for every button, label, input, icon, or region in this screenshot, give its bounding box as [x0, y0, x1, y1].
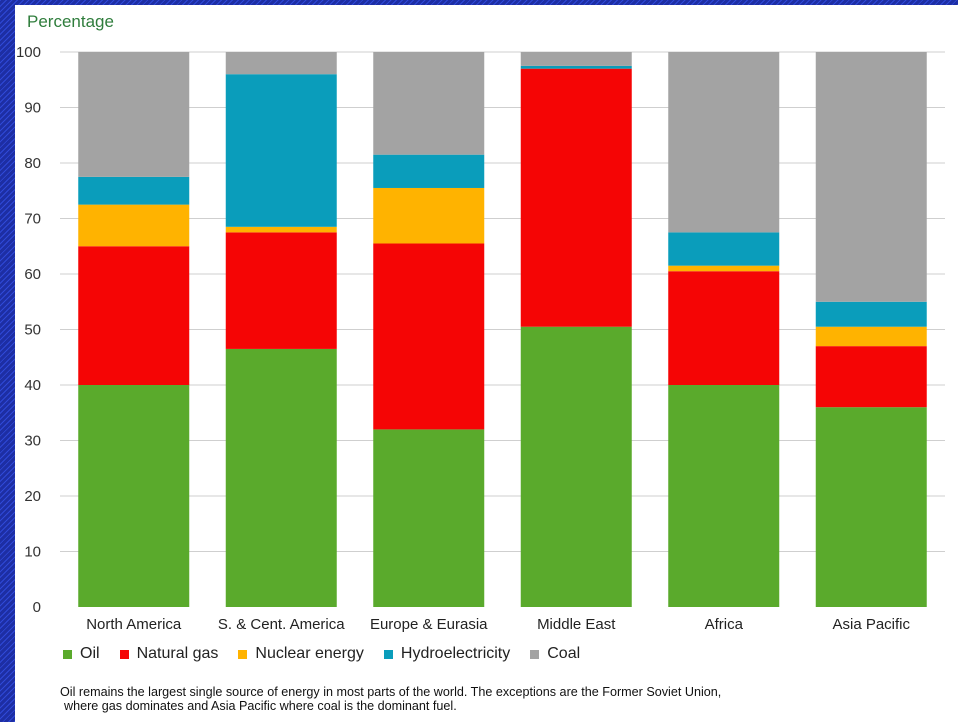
- legend-swatch: [530, 649, 540, 659]
- x-tick-label: Africa: [705, 616, 744, 633]
- bar-segment-natural-gas: [815, 346, 927, 408]
- x-tick-label: Europe & Eurasia: [370, 616, 488, 633]
- y-tick-label: 80: [24, 155, 41, 172]
- legend-label: Natural gas: [136, 645, 219, 662]
- slide: Percentage 0 10 20 30 40 50 60 70 80 90 100 North …: [15, 5, 958, 722]
- y-tick-label: 10: [24, 544, 41, 561]
- bar-segment-oil: [78, 385, 190, 607]
- stacked-bar-chart: 0 10 20 30 40 50 60 70 80 90 100 North America S. &…: [16, 44, 945, 633]
- legend-item: Coal: [530, 645, 580, 663]
- bar-segment-coal: [373, 52, 485, 155]
- legend-item: Oil: [63, 645, 100, 663]
- y-tick-label: 90: [24, 100, 41, 117]
- bar-segment-nuclear-energy: [225, 226, 337, 233]
- legend: Oil Natural gas Nuclear energy Hydroelectri…: [63, 645, 580, 663]
- bar-segment-oil: [668, 385, 780, 607]
- legend-swatch: [119, 649, 129, 659]
- y-tick-label: 100: [16, 44, 41, 61]
- bar-segment-natural-gas: [668, 271, 780, 385]
- bar-segment-oil: [815, 407, 927, 607]
- bar-segment-oil: [225, 348, 337, 607]
- bar-segment-nuclear-energy: [668, 265, 780, 272]
- x-tick-label: Asia Pacific: [832, 616, 910, 633]
- bar-segment-natural-gas: [225, 232, 337, 349]
- legend-swatch: [238, 649, 248, 659]
- x-tick-label: North America: [86, 616, 182, 633]
- bar-segment-oil: [520, 326, 632, 607]
- bar-segment-natural-gas: [373, 243, 485, 430]
- bar-segment-hydroelectricity: [225, 74, 337, 227]
- bar-segment-coal: [668, 52, 780, 233]
- y-tick-label: 20: [24, 488, 41, 505]
- bar-segment-natural-gas: [520, 68, 632, 327]
- y-tick-labels: 0 10 20 30 40 50 60 70 80 90 100: [16, 44, 41, 616]
- bar-segment-coal: [520, 52, 632, 66]
- legend-label: Hydroelectricity: [400, 645, 511, 662]
- bar-segment-coal: [78, 52, 190, 177]
- bar-segment-coal: [225, 52, 337, 75]
- bar-segment-hydroelectricity: [520, 65, 632, 69]
- bars: [78, 52, 927, 607]
- legend-label: Oil: [80, 645, 100, 662]
- x-tick-label: S. & Cent. America: [218, 616, 345, 633]
- y-tick-label: 70: [24, 211, 41, 228]
- bar-segment-nuclear-energy: [373, 187, 485, 244]
- legend-item: Hydroelectricity: [383, 645, 511, 663]
- bar-segment-oil: [373, 429, 485, 607]
- bar-segment-hydroelectricity: [668, 232, 780, 266]
- x-tick-labels: North America S. & Cent. America Europe & …: [86, 616, 910, 633]
- x-tick-label: Middle East: [537, 616, 616, 633]
- y-tick-label: 50: [24, 322, 41, 339]
- legend-item: Natural gas: [119, 645, 219, 663]
- bar-segment-hydroelectricity: [815, 301, 927, 327]
- legend-item: Nuclear energy: [238, 645, 364, 663]
- legend-swatch: [63, 649, 72, 659]
- legend-label: Nuclear energy: [255, 645, 364, 662]
- y-tick-label: 60: [24, 266, 41, 283]
- bar-segment-hydroelectricity: [78, 176, 190, 205]
- bar-segment-natural-gas: [78, 246, 190, 385]
- bar-segment-coal: [815, 52, 927, 302]
- bar-segment-hydroelectricity: [373, 154, 485, 188]
- y-tick-label: 40: [24, 377, 41, 394]
- y-tick-label: 30: [24, 433, 41, 450]
- legend-swatch: [383, 649, 393, 659]
- caption-line-1: Oil remains the largest single source of…: [60, 685, 722, 699]
- bar-segment-nuclear-energy: [78, 204, 190, 247]
- bar-segment-nuclear-energy: [815, 326, 927, 347]
- y-tick-label: 0: [33, 599, 41, 616]
- caption-line-2: where gas dominates and Asia Pacific whe…: [64, 699, 457, 713]
- legend-label: Coal: [547, 645, 581, 662]
- y-axis-label: Percentage: [27, 12, 114, 31]
- caption: Oil remains the largest single source of…: [60, 685, 955, 713]
- gridlines: [60, 51, 945, 552]
